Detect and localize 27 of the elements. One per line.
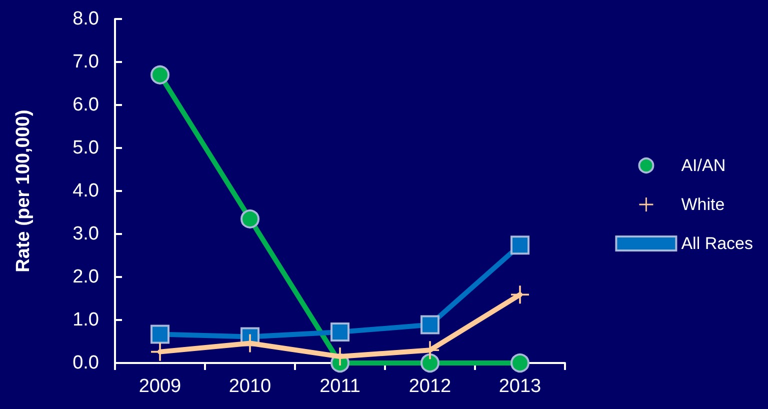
y-tick-label: 0.0 <box>72 352 99 374</box>
point <box>150 324 170 344</box>
y-tick-label: 1.0 <box>72 310 99 330</box>
legend-label: White <box>681 195 725 214</box>
y-tick-label: 6.0 <box>72 94 99 116</box>
point <box>420 354 440 372</box>
y-tick-label: 5.0 <box>72 138 99 158</box>
x-tick-label: 2012 <box>408 376 452 397</box>
y-tick-label: 8.0 <box>72 8 99 30</box>
x-tick-label: 2010 <box>228 376 272 397</box>
y-tick-label: 2.0 <box>72 266 99 288</box>
y-axis-title: Rate (per 100,000) <box>13 110 34 272</box>
point <box>150 65 170 84</box>
legend-label: AI/AN <box>681 156 726 175</box>
x-tick-label: 2009 <box>138 376 182 397</box>
y-tick-label: 3.0 <box>72 224 99 244</box>
point <box>511 286 529 304</box>
x-tick-label: 2011 <box>320 376 360 397</box>
point <box>330 322 350 342</box>
point <box>510 236 530 255</box>
point <box>420 315 440 334</box>
x-tick-label: 2013 <box>498 376 542 397</box>
point <box>510 354 530 372</box>
y-tick-label: 7.0 <box>72 52 99 72</box>
y-tick-label: 4.0 <box>72 180 99 202</box>
point <box>240 209 260 228</box>
legend-label: All Races <box>681 234 754 253</box>
